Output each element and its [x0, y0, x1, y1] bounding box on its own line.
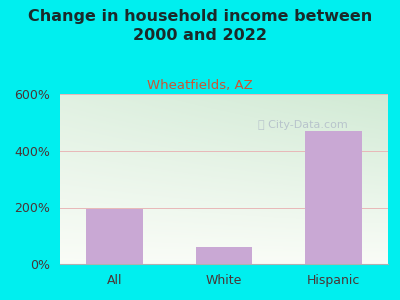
Bar: [196, 247, 252, 264]
Text: Wheatfields, AZ: Wheatfields, AZ: [147, 80, 253, 92]
Bar: [86, 209, 143, 264]
Text: ⓘ City-Data.com: ⓘ City-Data.com: [258, 120, 348, 130]
Text: Change in household income between
2000 and 2022: Change in household income between 2000 …: [28, 9, 372, 43]
Bar: [305, 131, 362, 264]
